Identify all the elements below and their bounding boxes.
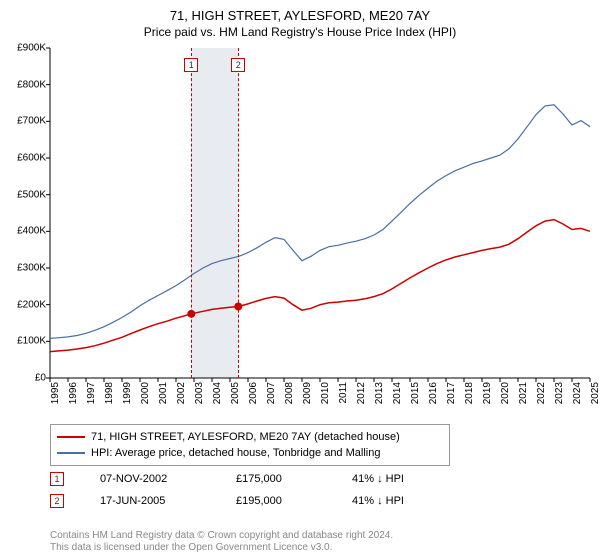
x-tick-label: 1995 <box>50 382 61 404</box>
x-tick-label: 2020 <box>500 382 511 404</box>
x-tick-label: 1999 <box>122 382 133 404</box>
sale-row-marker: 1 <box>50 472 64 486</box>
chart-svg <box>50 48 590 378</box>
sales-table: 1 07-NOV-2002 £175,000 41% ↓ HPI 2 17-JUN-200… <box>50 468 452 512</box>
footer-attribution: Contains HM Land Registry data © Crown c… <box>50 530 393 554</box>
x-tick-label: 2025 <box>590 382 600 404</box>
legend-label: 71, HIGH STREET, AYLESFORD, ME20 7AY (de… <box>91 431 400 443</box>
y-tick-label: £300K <box>17 263 46 274</box>
x-tick-label: 2012 <box>356 382 367 404</box>
sale-row: 1 07-NOV-2002 £175,000 41% ↓ HPI <box>50 468 452 490</box>
y-axis-labels: £0£100K£200K£300K£400K£500K£600K£700K£80… <box>0 48 48 378</box>
x-tick-label: 2005 <box>230 382 241 404</box>
x-tick-label: 2017 <box>446 382 457 404</box>
x-tick-label: 2022 <box>536 382 547 404</box>
y-tick-label: £600K <box>17 153 46 164</box>
x-tick-label: 2016 <box>428 382 439 404</box>
x-tick-label: 2023 <box>554 382 565 404</box>
sale-date: 17-JUN-2005 <box>100 495 200 507</box>
sale-vline <box>238 48 239 378</box>
x-tick-label: 2021 <box>518 382 529 404</box>
sale-row-marker: 2 <box>50 494 64 508</box>
x-tick-label: 1998 <box>104 382 115 404</box>
x-tick-label: 2001 <box>158 382 169 404</box>
y-tick-label: £900K <box>17 43 46 54</box>
x-tick-label: 2004 <box>212 382 223 404</box>
x-tick-label: 2014 <box>392 382 403 404</box>
plot-area: 12 <box>50 48 590 378</box>
y-tick-label: £500K <box>17 189 46 200</box>
y-tick-label: £100K <box>17 336 46 347</box>
x-tick-label: 2015 <box>410 382 421 404</box>
sale-row: 2 17-JUN-2005 £195,000 41% ↓ HPI <box>50 490 452 512</box>
x-tick-label: 2019 <box>482 382 493 404</box>
x-tick-label: 2007 <box>266 382 277 404</box>
legend-row: 71, HIGH STREET, AYLESFORD, ME20 7AY (de… <box>57 429 443 445</box>
y-tick-label: £700K <box>17 116 46 127</box>
sale-hpi: 41% ↓ HPI <box>352 473 452 485</box>
x-tick-label: 2024 <box>572 382 583 404</box>
x-tick-label: 1997 <box>86 382 97 404</box>
y-tick-label: £0 <box>35 373 46 384</box>
x-tick-label: 2011 <box>338 382 349 404</box>
x-tick-label: 2013 <box>374 382 385 404</box>
x-tick-label: 2006 <box>248 382 259 404</box>
x-tick-label: 2009 <box>302 382 313 404</box>
footer-line2: This data is licensed under the Open Gov… <box>50 542 393 554</box>
legend-label: HPI: Average price, detached house, Tonb… <box>91 447 380 459</box>
chart-title: 71, HIGH STREET, AYLESFORD, ME20 7AY <box>0 0 600 23</box>
y-tick-label: £200K <box>17 299 46 310</box>
y-tick-label: £800K <box>17 79 46 90</box>
chart-subtitle: Price paid vs. HM Land Registry's House … <box>0 23 600 45</box>
x-tick-label: 2008 <box>284 382 295 404</box>
x-axis-labels: 1995 1996 1997 1998 1999 2000 2001 2002 2003 2004… <box>50 380 590 424</box>
sale-marker-box: 2 <box>231 58 245 72</box>
sale-date: 07-NOV-2002 <box>100 473 200 485</box>
sale-price: £195,000 <box>236 495 316 507</box>
y-tick-label: £400K <box>17 226 46 237</box>
legend-swatch <box>57 436 85 438</box>
x-tick-label: 2003 <box>194 382 205 404</box>
sale-hpi: 41% ↓ HPI <box>352 495 452 507</box>
legend-swatch <box>57 452 85 454</box>
legend-row: HPI: Average price, detached house, Tonb… <box>57 445 443 461</box>
legend: 71, HIGH STREET, AYLESFORD, ME20 7AY (de… <box>50 424 450 466</box>
chart-container: 71, HIGH STREET, AYLESFORD, ME20 7AY Pri… <box>0 0 600 560</box>
x-tick-label: 2000 <box>140 382 151 404</box>
sale-vline <box>191 48 192 378</box>
sale-price: £175,000 <box>236 473 316 485</box>
footer-line1: Contains HM Land Registry data © Crown c… <box>50 530 393 542</box>
series-hpi <box>50 105 590 339</box>
x-tick-label: 2010 <box>320 382 331 404</box>
sale-marker-box: 1 <box>184 58 198 72</box>
x-tick-label: 1996 <box>68 382 79 404</box>
series-property <box>50 220 590 352</box>
x-tick-label: 2002 <box>176 382 187 404</box>
x-tick-label: 2018 <box>464 382 475 404</box>
